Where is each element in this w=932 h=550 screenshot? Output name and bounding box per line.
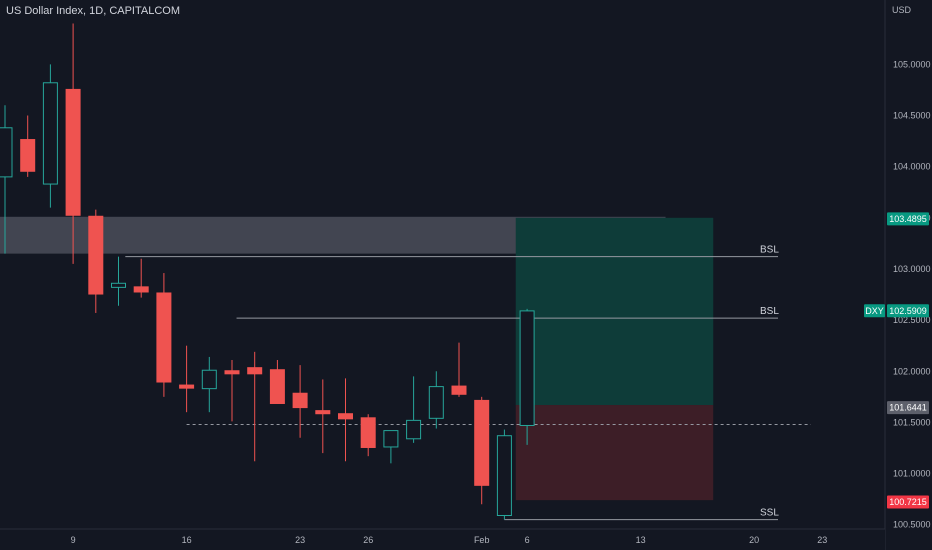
- price-tag-label: 101.6441: [889, 403, 927, 413]
- level-label-bsl: BSL: [760, 306, 779, 317]
- candle: [292, 365, 308, 438]
- candle: [247, 351, 263, 462]
- candle-body: [451, 385, 467, 395]
- candle-body: [133, 286, 149, 293]
- candle-body: [0, 127, 13, 178]
- candle: [269, 360, 285, 404]
- candle-body: [496, 435, 512, 517]
- candle: [428, 371, 444, 429]
- candle-body: [156, 292, 172, 383]
- candle: [338, 378, 353, 462]
- candle: [496, 429, 512, 520]
- candle: [179, 345, 195, 413]
- y-tick-label: 102.0000: [893, 366, 931, 376]
- price-axis-currency: USD: [892, 5, 912, 15]
- x-tick-label: 23: [295, 535, 305, 545]
- candle-body: [179, 384, 195, 389]
- candle-body: [383, 430, 399, 448]
- x-tick-label: Feb: [474, 535, 490, 545]
- candle: [0, 105, 13, 254]
- candle: [201, 356, 217, 413]
- candle: [519, 308, 535, 445]
- symbol-tag: [864, 304, 885, 318]
- price-tag: [887, 495, 929, 509]
- candle-body: [201, 369, 217, 390]
- candle: [65, 23, 81, 264]
- y-tick-label: 101.5000: [893, 417, 931, 427]
- y-tick-label: 103.0000: [893, 264, 931, 274]
- x-tick-label: 26: [363, 535, 373, 545]
- candle-body: [247, 367, 263, 375]
- chart-title: US Dollar Index, 1D, CAPITALCOM: [6, 5, 181, 17]
- price-tag-label: 100.7215: [889, 497, 927, 507]
- y-tick-label: 104.5000: [893, 111, 931, 121]
- candle: [451, 342, 467, 397]
- time-axis: [0, 529, 885, 550]
- candle: [20, 115, 36, 177]
- candle-body: [338, 413, 353, 420]
- candle-body: [224, 370, 240, 375]
- price-tag-label: 102.5909: [889, 306, 927, 316]
- level-label-ssl: SSL: [760, 508, 779, 519]
- y-tick-label: 105.0000: [893, 59, 931, 69]
- symbol-tag-label: DXY: [865, 306, 884, 316]
- candle-body: [65, 88, 81, 216]
- y-tick-label: 104.0000: [893, 162, 931, 172]
- candle-body: [406, 419, 422, 440]
- candle: [474, 396, 490, 505]
- target-zone: [515, 217, 714, 406]
- candle: [383, 430, 399, 464]
- candle-body: [111, 282, 126, 288]
- x-tick-label: 6: [525, 535, 530, 545]
- candle-body: [20, 139, 36, 172]
- level-label-bsl: BSL: [760, 245, 779, 256]
- candle: [406, 376, 422, 443]
- x-tick-label: 9: [71, 535, 76, 545]
- y-tick-label: 102.5000: [893, 315, 931, 325]
- candle-body: [360, 417, 376, 448]
- price-tag-label: 103.4895: [889, 214, 927, 224]
- candle: [42, 64, 58, 208]
- candle-body: [474, 399, 490, 486]
- price-tag: [887, 304, 929, 318]
- x-tick-label: 23: [817, 535, 827, 545]
- candle-body: [519, 310, 535, 426]
- stop-zone: [515, 405, 714, 501]
- candle-body: [269, 369, 285, 404]
- candle-body: [88, 215, 104, 295]
- candle: [88, 209, 104, 313]
- x-tick-label: 16: [182, 535, 192, 545]
- candle: [133, 258, 149, 298]
- candle: [360, 414, 376, 457]
- candle: [156, 273, 172, 397]
- x-tick-label: 13: [636, 535, 646, 545]
- candle-body: [428, 386, 444, 419]
- price-axis: [885, 0, 932, 550]
- candle-body: [292, 392, 308, 409]
- candle: [111, 256, 126, 306]
- price-tag: [887, 401, 929, 415]
- candle-body: [315, 410, 331, 415]
- price-tag: [887, 212, 929, 226]
- y-tick-label: 101.0000: [893, 469, 931, 479]
- candle: [315, 379, 331, 454]
- y-tick-label: 100.5000: [893, 520, 931, 530]
- x-tick-label: 20: [749, 535, 759, 545]
- candle-body: [42, 82, 58, 185]
- candle: [224, 360, 240, 422]
